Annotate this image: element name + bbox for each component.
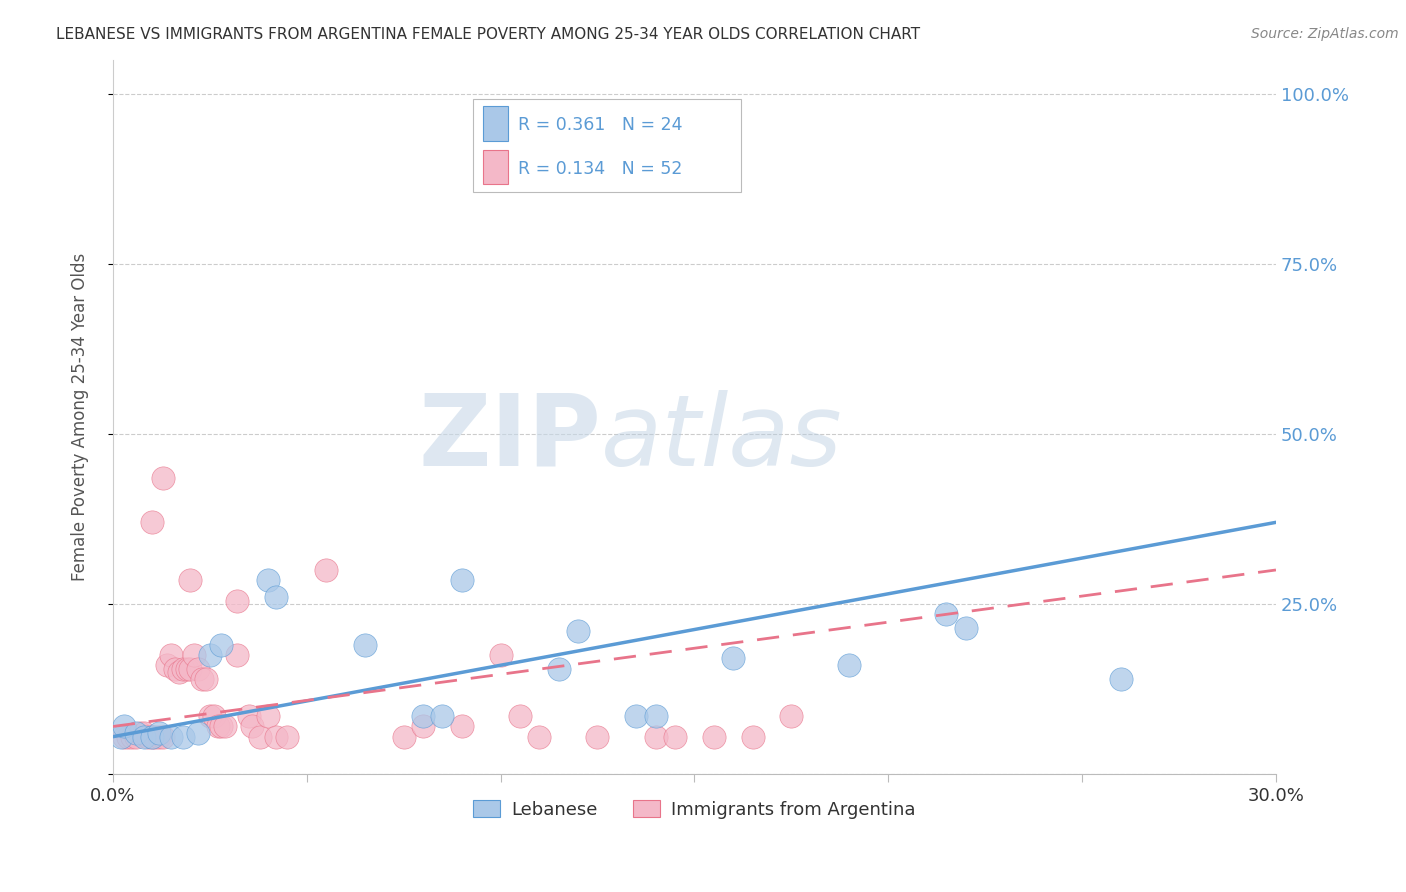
Point [489,648,512,662]
Point [586,730,609,744]
Text: ZIP: ZIP [419,390,602,487]
Point [547,662,569,676]
Point [741,730,763,744]
Point [664,730,686,744]
Point [780,709,803,723]
Point [191,672,214,686]
Point [509,709,531,723]
Point [644,709,666,723]
Point [626,709,648,723]
Point [160,648,183,662]
Point [163,662,186,676]
Point [955,621,977,635]
Point [432,709,454,723]
Point [187,662,209,676]
Point [354,638,377,652]
Bar [482,106,509,141]
Point [148,730,170,744]
Point [242,719,264,733]
Y-axis label: Female Poverty Among 25-34 Year Olds: Female Poverty Among 25-34 Year Olds [72,252,89,581]
Point [176,662,198,676]
FancyBboxPatch shape [474,99,741,192]
Point [152,730,174,744]
Point [148,726,170,740]
Point [703,730,725,744]
Point [156,658,179,673]
Point [110,730,132,744]
Point [838,658,860,673]
Point [257,573,280,587]
Point [567,624,589,639]
Point [129,726,152,740]
Point [132,730,155,744]
Point [160,730,183,744]
Point [412,719,434,733]
Text: atlas: atlas [602,390,844,487]
Point [214,719,236,733]
Point [226,593,249,607]
Point [145,730,167,744]
Point [114,730,136,744]
Point [183,648,205,662]
Point [209,638,232,652]
Point [207,719,229,733]
Point [202,709,225,723]
Point [132,726,155,740]
Point [198,648,221,662]
Text: Source: ZipAtlas.com: Source: ZipAtlas.com [1251,27,1399,41]
Point [114,719,136,733]
Point [644,730,666,744]
Point [187,726,209,740]
Point [450,719,472,733]
Point [264,591,287,605]
Point [450,573,472,587]
Point [125,730,148,744]
Point [179,573,201,587]
Point [935,607,957,622]
Point [264,730,287,744]
Point [136,730,159,744]
Point [198,709,221,723]
Point [392,730,415,744]
Text: LEBANESE VS IMMIGRANTS FROM ARGENTINA FEMALE POVERTY AMONG 25-34 YEAR OLDS CORRE: LEBANESE VS IMMIGRANTS FROM ARGENTINA FE… [56,27,921,42]
Point [1109,672,1132,686]
Text: R = 0.361   N = 24: R = 0.361 N = 24 [517,116,682,134]
Point [412,709,434,723]
Point [238,709,260,723]
Point [209,719,232,733]
Point [167,665,190,679]
Point [249,730,271,744]
Point [172,730,194,744]
Point [194,672,217,686]
Point [721,651,744,665]
Point [179,662,201,676]
Text: R = 0.134   N = 52: R = 0.134 N = 52 [517,160,682,178]
Point [117,730,139,744]
Point [141,730,163,744]
Point [121,730,143,744]
Legend: Lebanese, Immigrants from Argentina: Lebanese, Immigrants from Argentina [465,793,922,826]
Point [152,471,174,485]
Point [315,563,337,577]
Point [226,648,249,662]
Point [257,709,280,723]
Bar [482,150,509,185]
Point [276,730,298,744]
Point [125,726,148,740]
Point [172,662,194,676]
Point [529,730,551,744]
Point [141,516,163,530]
Point [141,730,163,744]
